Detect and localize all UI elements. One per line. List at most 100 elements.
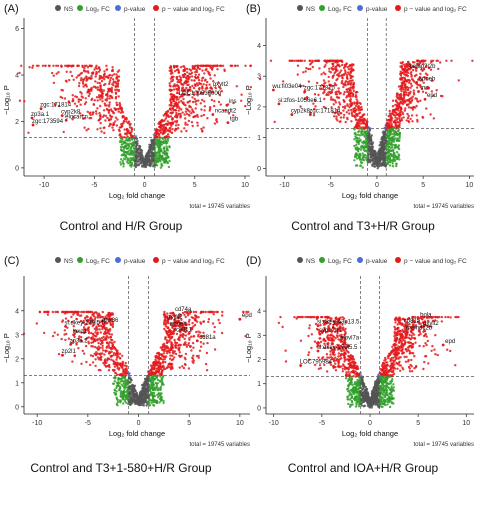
data-point [401, 119, 403, 121]
data-point [200, 108, 202, 110]
data-point [100, 130, 102, 132]
data-point [122, 391, 124, 393]
data-point [334, 66, 336, 68]
data-point [131, 162, 133, 164]
data-point [335, 93, 337, 95]
data-point [297, 65, 299, 67]
data-point [200, 102, 202, 104]
data-point [205, 88, 207, 90]
data-point [178, 109, 180, 111]
data-point [202, 343, 204, 345]
data-point [168, 340, 170, 342]
data-point [110, 90, 112, 92]
gene-point [238, 318, 241, 321]
gene-point [406, 69, 409, 72]
data-point [122, 402, 124, 404]
data-point [177, 98, 179, 100]
data-point [170, 104, 172, 106]
data-point [125, 365, 127, 367]
data-point [376, 157, 378, 159]
data-point [399, 65, 401, 67]
data-point [105, 339, 107, 341]
data-point [157, 389, 159, 391]
data-point [204, 105, 206, 107]
data-point [386, 135, 388, 137]
data-point [363, 159, 365, 161]
data-point [84, 65, 86, 67]
gene-point [209, 86, 212, 89]
data-point [167, 116, 169, 118]
data-point [175, 124, 177, 126]
data-point [126, 386, 128, 388]
data-point [236, 85, 238, 87]
data-point [170, 93, 172, 95]
data-point [156, 377, 158, 379]
data-point [374, 153, 376, 155]
data-point [396, 119, 398, 121]
data-point [231, 65, 233, 67]
data-point [416, 114, 418, 116]
data-point [88, 342, 90, 344]
data-point [353, 83, 355, 85]
data-point [305, 67, 307, 69]
y-axis-title: −Log₁₀ P [2, 85, 11, 115]
data-point [97, 331, 99, 333]
data-point [88, 95, 90, 97]
data-point [169, 351, 171, 353]
data-point [184, 357, 186, 359]
data-point [97, 99, 99, 101]
data-point [109, 101, 111, 103]
data-point [109, 81, 111, 83]
data-point [156, 144, 158, 146]
data-point [110, 77, 112, 79]
data-point [305, 70, 307, 72]
data-point [172, 347, 174, 349]
data-point [174, 109, 176, 111]
data-point [334, 72, 336, 74]
data-point [82, 81, 84, 83]
data-point [176, 120, 178, 122]
data-point [346, 76, 348, 78]
data-point [173, 352, 175, 354]
x-tick-label: 10 [236, 420, 244, 427]
data-point [184, 81, 186, 83]
data-point [94, 365, 96, 367]
data-point [167, 111, 169, 113]
data-point [393, 114, 395, 116]
data-point [118, 110, 120, 112]
data-point [189, 73, 191, 75]
data-point [348, 112, 350, 114]
data-point [198, 74, 200, 76]
data-point [445, 60, 447, 62]
data-point [163, 350, 165, 352]
data-point [152, 383, 154, 385]
data-point [356, 114, 358, 116]
data-point [123, 120, 125, 122]
data-point [349, 100, 351, 102]
data-point [356, 126, 358, 128]
data-point [388, 140, 390, 142]
data-point [118, 89, 120, 91]
data-point [384, 126, 386, 128]
data-point [394, 147, 396, 149]
data-point [114, 376, 116, 378]
data-point [213, 331, 215, 333]
data-point [187, 75, 189, 77]
data-point [202, 83, 204, 85]
data-point [183, 65, 185, 67]
data-point [112, 326, 114, 328]
data-point [397, 147, 399, 149]
data-point [88, 117, 90, 119]
data-point [116, 357, 118, 359]
data-point [335, 79, 337, 81]
data-point [112, 360, 114, 362]
data-point [114, 347, 116, 349]
data-point [165, 336, 167, 338]
data-point [343, 74, 345, 76]
data-point [171, 132, 173, 134]
data-point [117, 381, 119, 383]
data-point [159, 130, 161, 132]
data-point [398, 129, 400, 131]
data-point [119, 133, 121, 135]
data-point [115, 387, 117, 389]
